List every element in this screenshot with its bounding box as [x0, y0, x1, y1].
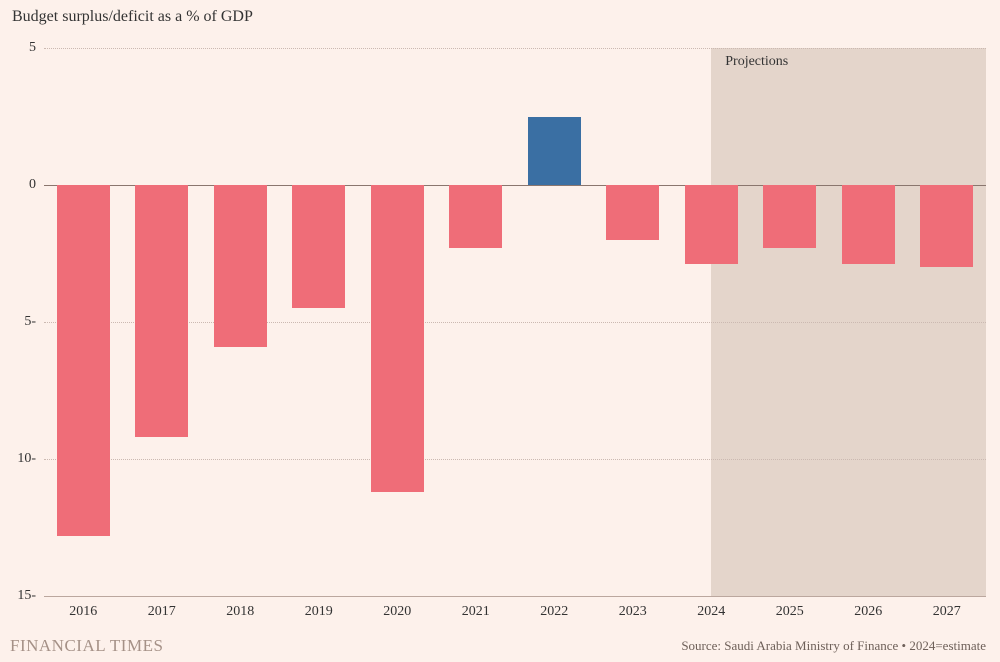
plot-area: Projections50-5-10-152016201720182019202…	[44, 48, 986, 596]
bar	[920, 185, 973, 267]
bar	[135, 185, 188, 437]
bar	[449, 185, 502, 248]
x-tick-label: 2018	[226, 604, 254, 620]
x-tick-label: 2026	[854, 604, 882, 620]
x-tick-label: 2021	[462, 604, 490, 620]
bar	[371, 185, 424, 492]
x-tick-label: 2025	[776, 604, 804, 620]
x-tick-label: 2022	[540, 604, 568, 620]
x-tick-label: 2016	[69, 604, 97, 620]
x-tick-label: 2017	[148, 604, 176, 620]
x-tick-label: 2027	[933, 604, 961, 620]
bar	[57, 185, 110, 536]
bar	[606, 185, 659, 240]
footer-brand: FINANCIAL TIMES	[10, 636, 163, 656]
chart-title: Budget surplus/deficit as a % of GDP	[12, 8, 253, 26]
bar	[528, 117, 581, 186]
footer-source: Source: Saudi Arabia Ministry of Finance…	[681, 638, 986, 654]
bar	[214, 185, 267, 347]
bar	[685, 185, 738, 264]
bar	[842, 185, 895, 264]
x-tick-label: 2023	[619, 604, 647, 620]
x-tick-label: 2020	[383, 604, 411, 620]
bar	[763, 185, 816, 248]
bar	[292, 185, 345, 308]
plot-bottom-line	[44, 596, 986, 597]
x-tick-label: 2019	[305, 604, 333, 620]
x-tick-label: 2024	[697, 604, 725, 620]
projection-label: Projections	[725, 54, 788, 70]
chart-root: Budget surplus/deficit as a % of GDP Pro…	[0, 0, 1000, 662]
gridline	[44, 459, 986, 460]
gridline	[44, 48, 986, 49]
